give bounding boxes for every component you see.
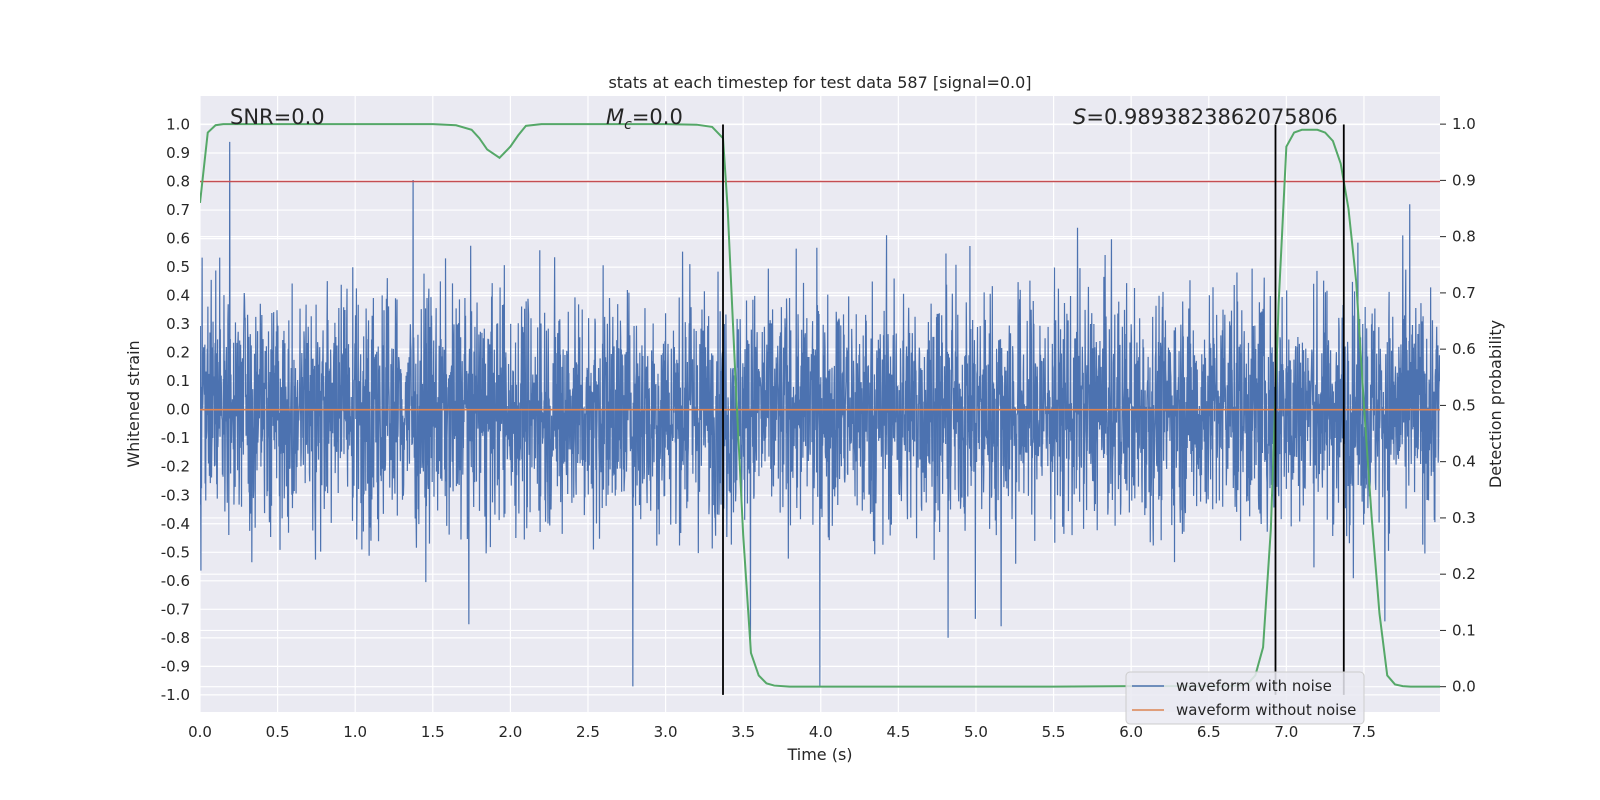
x-tick-label: 1.5: [421, 723, 445, 741]
x-tick-label: 3.5: [731, 723, 755, 741]
snr-annotation: SNR=0.0: [230, 105, 325, 129]
y-right-tick-label: 0.5: [1452, 396, 1476, 414]
y-tick-label: 0.5: [166, 258, 190, 276]
x-tick-label: 5.5: [1042, 723, 1066, 741]
y-tick-label: 0.2: [166, 344, 190, 362]
score-annotation: S=0.9893823862075806: [1073, 105, 1338, 129]
chart-title: stats at each timestep for test data 587…: [608, 73, 1031, 92]
y-right-tick-label: 0.0: [1452, 678, 1476, 696]
mc-value: =0.0: [632, 105, 683, 129]
y-tick-label: 0.8: [166, 173, 190, 191]
legend: waveform with noise waveform without noi…: [1125, 671, 1365, 725]
y-axis-label: Whitened strain: [124, 340, 143, 467]
x-tick-label: 1.0: [343, 723, 367, 741]
s-symbol: S: [1073, 105, 1086, 129]
y-tick-label: 0.4: [166, 287, 190, 305]
legend-label-noise: waveform with noise: [1176, 677, 1332, 695]
y-tick-label: -0.5: [161, 543, 190, 561]
y-right-axis-label: Detection probability: [1486, 320, 1505, 488]
x-tick-label: 7.0: [1274, 723, 1298, 741]
y-right-tick-label: 0.1: [1452, 621, 1476, 639]
y-right-tick-label: 0.8: [1452, 228, 1476, 246]
y-right-tick-label: 0.6: [1452, 340, 1476, 358]
y-tick-label: 0.3: [166, 315, 190, 333]
y-right-tick-label: 0.3: [1452, 509, 1476, 527]
mc-subscript: c: [624, 117, 632, 133]
x-tick-label: 7.5: [1352, 723, 1376, 741]
y-right-tick-label: 0.2: [1452, 565, 1476, 583]
y-right-tick-label: 0.4: [1452, 453, 1476, 471]
x-tick-labels: 0.0 0.5 1.0 1.5 2.0 2.5 3.0 3.5 4.0 4.5 5.0 5.5 6.0 6…: [188, 723, 1376, 741]
y-tick-label: -0.7: [161, 600, 190, 618]
y-right-tick-label: 0.9: [1452, 171, 1476, 189]
legend-label-clean: waveform without noise: [1176, 701, 1356, 719]
y-tick-labels: 1.0 0.9 0.8 0.7 0.6 0.5 0.4 0.3 0.2 0.1 0.0 -0.1 -0.…: [161, 116, 190, 704]
x-tick-label: 6.5: [1197, 723, 1221, 741]
x-tick-label: 0.5: [266, 723, 290, 741]
y-right-tick-label: 0.7: [1452, 284, 1476, 302]
x-tick-label: 5.0: [964, 723, 988, 741]
series-detection-probability: [200, 123, 1440, 688]
y-right-tick-labels: 1.0 0.9 0.8 0.7 0.6 0.5 0.4 0.3 0.2 0.1 0.0: [1440, 115, 1476, 696]
x-tick-label: 4.5: [886, 723, 910, 741]
y-tick-label: 0.7: [166, 201, 190, 219]
y-tick-label: 1.0: [166, 116, 190, 134]
y-tick-label: -0.3: [161, 486, 190, 504]
s-value: =0.9893823862075806: [1086, 105, 1337, 129]
legend-box: [1125, 671, 1365, 725]
x-tick-label: 2.0: [498, 723, 522, 741]
x-tick-label: 0.0: [188, 723, 212, 741]
x-axis-label: Time (s): [786, 745, 852, 764]
y-tick-label: 0.9: [166, 144, 190, 162]
chirp-mass-annotation: Mc=0.0: [606, 105, 683, 133]
y-tick-label: 0.6: [166, 230, 190, 248]
y-tick-label: -0.8: [161, 629, 190, 647]
mc-symbol: M: [606, 105, 624, 129]
y-tick-label: -0.4: [161, 515, 190, 533]
x-tick-label: 4.0: [809, 723, 833, 741]
y-tick-label: -0.2: [161, 458, 190, 476]
y-tick-label: -1.0: [161, 686, 190, 704]
y-tick-label: -0.1: [161, 429, 190, 447]
y-tick-label: -0.6: [161, 572, 190, 590]
y-tick-label: 0.0: [166, 401, 190, 419]
x-tick-label: 3.0: [654, 723, 678, 741]
y-right-tick-label: 1.0: [1452, 115, 1476, 133]
plot-content: [200, 123, 1440, 695]
x-tick-label: 2.5: [576, 723, 600, 741]
y-tick-label: -0.9: [161, 657, 190, 675]
x-tick-label: 6.0: [1119, 723, 1143, 741]
y-tick-label: 0.1: [166, 372, 190, 390]
